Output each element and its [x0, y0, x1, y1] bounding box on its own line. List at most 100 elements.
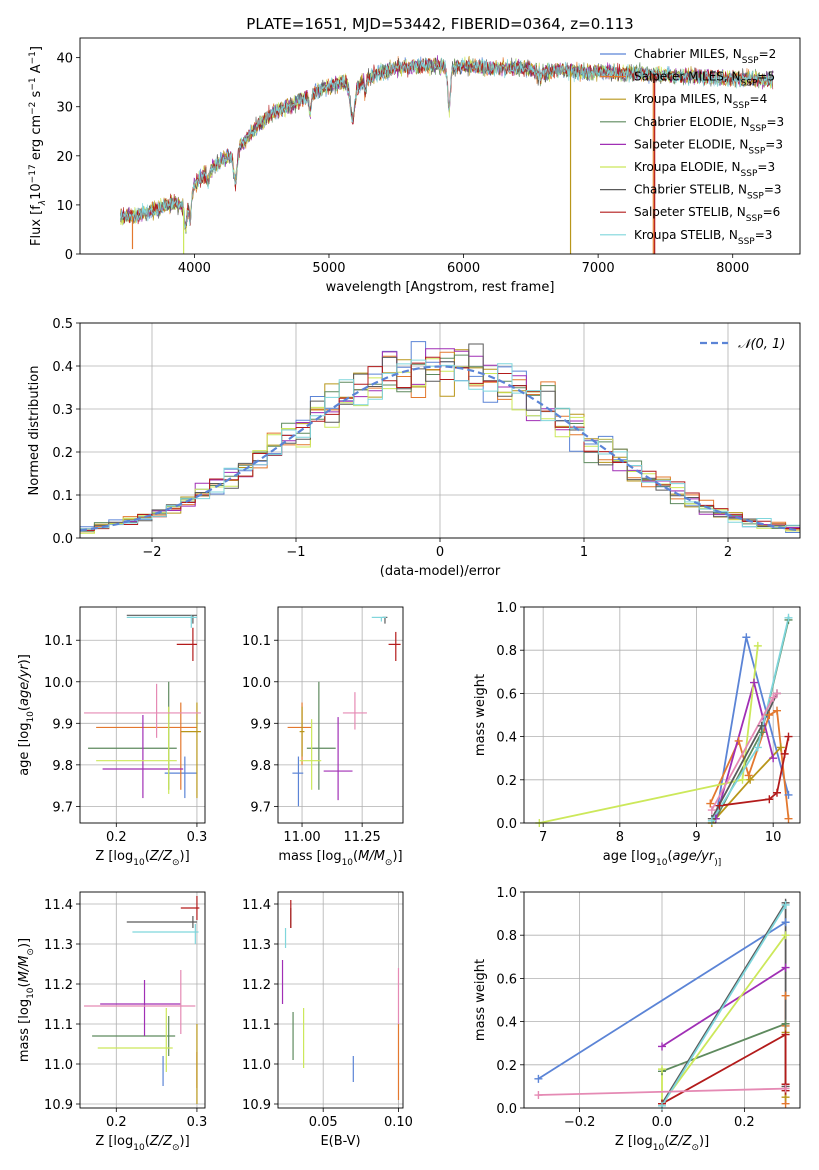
y-tick-label: 0.4 [496, 731, 517, 746]
y-tick-label: 9.9 [250, 717, 271, 732]
data-point-marker [707, 816, 716, 825]
x-tick-label: 0 [436, 545, 444, 560]
data-point-marker [715, 801, 724, 810]
label-part: Z/Z [668, 1134, 692, 1149]
label-part: =3 [766, 115, 784, 129]
label-part: Z [log [615, 1134, 653, 1149]
y-tick-label: 0.4 [496, 1016, 517, 1031]
x-tick-label: 0.2 [734, 1115, 755, 1130]
label-part: Z/Z [149, 849, 173, 864]
data-point-marker [773, 788, 781, 797]
y-tick-label: 0 [65, 248, 73, 263]
plot-area [84, 614, 201, 799]
legend-entry: Kroupa MILES, NSSP=4 [634, 92, 767, 111]
y-tick-label: 11.4 [242, 898, 271, 913]
label-part: age/yr [673, 849, 716, 864]
normal-distribution-curve [80, 365, 800, 532]
label-part: 10 [26, 711, 36, 723]
y-tick-label: 0.0 [496, 1102, 517, 1117]
label-part: =5 [757, 70, 775, 84]
y-axis-label: Flux [fλ10−17 erg cm−2 s−1 A−1] [28, 46, 48, 246]
data-point-marker [534, 1091, 543, 1100]
label-part: ( [145, 1134, 150, 1149]
legend-entry: Chabrier STELIB, NSSP=3 [634, 183, 782, 202]
data-point-marker [742, 633, 751, 642]
legend-entry: Salpeter ELODIE, NSSP=3 [634, 137, 783, 156]
plot-area [281, 900, 400, 1100]
label-part: λ [38, 200, 48, 206]
y-axis-label: mass weight [473, 674, 488, 756]
data-point-marker [658, 1042, 666, 1051]
label-part: )] [17, 938, 32, 948]
y-tick-label: 0.4 [52, 360, 73, 375]
y-axis-label: mass [log10(M/M⊙)] [17, 938, 36, 1062]
label-part: 10 [133, 1143, 145, 1153]
mass-vs-extinction-panel: 0.05 0.10 10.9 11.0 11.1 11.2 11.3 11.4 E(B-V) [242, 891, 413, 1149]
x-tick-label: 0.05 [309, 1115, 338, 1130]
plot-area [120, 55, 774, 254]
y-tick-label: 0.6 [496, 972, 517, 987]
y-axis-label: mass weight [473, 959, 488, 1041]
x-tick-label: −2 [142, 545, 161, 560]
label-part: SSP [741, 169, 758, 179]
y-tick-label: 9.7 [250, 800, 271, 815]
label-part: )] [17, 654, 32, 664]
x-tick-label: −1 [286, 545, 305, 560]
label-part: Chabrier STELIB, N [634, 183, 747, 197]
legend-entry: Kroupa STELIB, NSSP=3 [634, 228, 772, 247]
y-tick-label: 11.4 [44, 898, 73, 913]
x-tick-label: 0.2 [106, 1115, 127, 1130]
y-tick-label: 10 [56, 199, 73, 214]
axes-frame [79, 37, 801, 255]
y-tick-label: 40 [56, 52, 73, 67]
label-part: Salpeter STELIB, N [634, 205, 746, 219]
label-part: M/M [17, 956, 32, 983]
label-part: Kroupa MILES, N [634, 92, 733, 106]
x-tick-label: 11.00 [283, 830, 320, 845]
label-part: ⊙ [172, 858, 180, 868]
label-part: =2 [759, 47, 777, 61]
data-point-marker [781, 931, 790, 940]
axes-frame [277, 891, 404, 1109]
y-tick-label: 9.8 [52, 759, 73, 774]
label-part: )] [180, 849, 190, 864]
axes-frame [277, 606, 404, 824]
age-vs-metallicity-panel: 0.2 0.39.79.89.910.010.1Z [log10(Z/Z⊙)]ag… [17, 606, 207, 868]
label-part: ( [353, 849, 358, 864]
y-tick-label: 11.2 [242, 978, 271, 993]
spectrum-line-kroupa-stelib [120, 57, 774, 229]
x-axis-label: age [log10(age/yr)] [603, 849, 721, 868]
data-point-marker [765, 711, 774, 719]
legend-entry: Chabrier MILES, NSSP=2 [634, 47, 776, 66]
data-point-marker [784, 613, 793, 622]
legend-entry: Salpeter MILES, NSSP=5 [634, 70, 775, 89]
x-tick-label: 7000 [582, 261, 615, 276]
x-axis-label: Z [log10(Z/Z⊙)] [615, 1134, 709, 1153]
label-part: )] [180, 1134, 190, 1149]
y-tick-label: 11.0 [242, 1058, 271, 1073]
label-part: =3 [757, 160, 775, 174]
data-point-marker [753, 641, 762, 650]
y-tick-label: 30 [56, 101, 73, 116]
label-part: SSP [746, 214, 763, 224]
label-part: )] [714, 858, 721, 868]
y-tick-label: 9.9 [52, 717, 73, 732]
y-tick-label: 10.9 [44, 1098, 73, 1113]
plot-area [287, 616, 401, 807]
x-tick-label: 0.3 [187, 1115, 208, 1130]
data-point-marker [781, 1030, 790, 1039]
data-point-marker [781, 963, 790, 972]
y-tick-label: 0.8 [496, 929, 517, 944]
label-part: Z/Z [149, 1134, 173, 1149]
label-part: =6 [763, 205, 781, 219]
data-point-marker [776, 743, 785, 752]
legend-entry: 𝒩(0, 1) [738, 337, 785, 352]
y-tick-label: 10.9 [242, 1098, 271, 1113]
x-axis-label: E(B-V) [320, 1134, 360, 1149]
x-tick-label: 11.25 [344, 830, 381, 845]
data-point-marker [753, 743, 762, 752]
label-part: Flux [f [29, 205, 44, 246]
y-tick-label: 1.0 [496, 601, 517, 616]
